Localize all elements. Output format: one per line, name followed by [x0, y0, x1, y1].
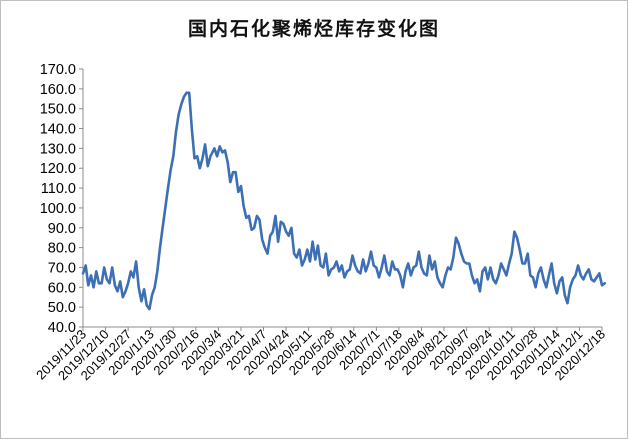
y-axis-ticks: 170.0 160.0 150.0 140.0 130.0 120.0 110.0 100.0…	[40, 62, 83, 336]
y-tick-label: 110.0	[41, 181, 76, 197]
inventory-series-line	[81, 91, 607, 311]
y-tick-label: 50.0	[48, 300, 76, 316]
chart-axes	[82, 69, 602, 328]
y-tick-label: 170.0	[40, 62, 76, 78]
y-tick-label: 90.0	[48, 221, 76, 237]
y-tick-label: 140.0	[40, 122, 76, 138]
series-layer	[81, 91, 607, 311]
y-tick-label: 80.0	[48, 241, 76, 257]
x-axis-ticks: 2019/11/232019/12/102019/12/272020/1/132…	[33, 327, 608, 384]
chart-title: 国内石化聚烯烃库存变化图	[187, 18, 440, 40]
y-tick-label: 100.0	[40, 201, 76, 217]
y-tick-label: 150.0	[40, 102, 76, 118]
y-tick-label: 130.0	[40, 141, 76, 157]
y-tick-label: 160.0	[40, 82, 76, 98]
y-tick-label: 120.0	[40, 161, 76, 177]
y-tick-label: 60.0	[48, 280, 76, 296]
y-tick-label: 40.0	[48, 320, 76, 336]
y-tick-label: 70.0	[48, 260, 76, 276]
